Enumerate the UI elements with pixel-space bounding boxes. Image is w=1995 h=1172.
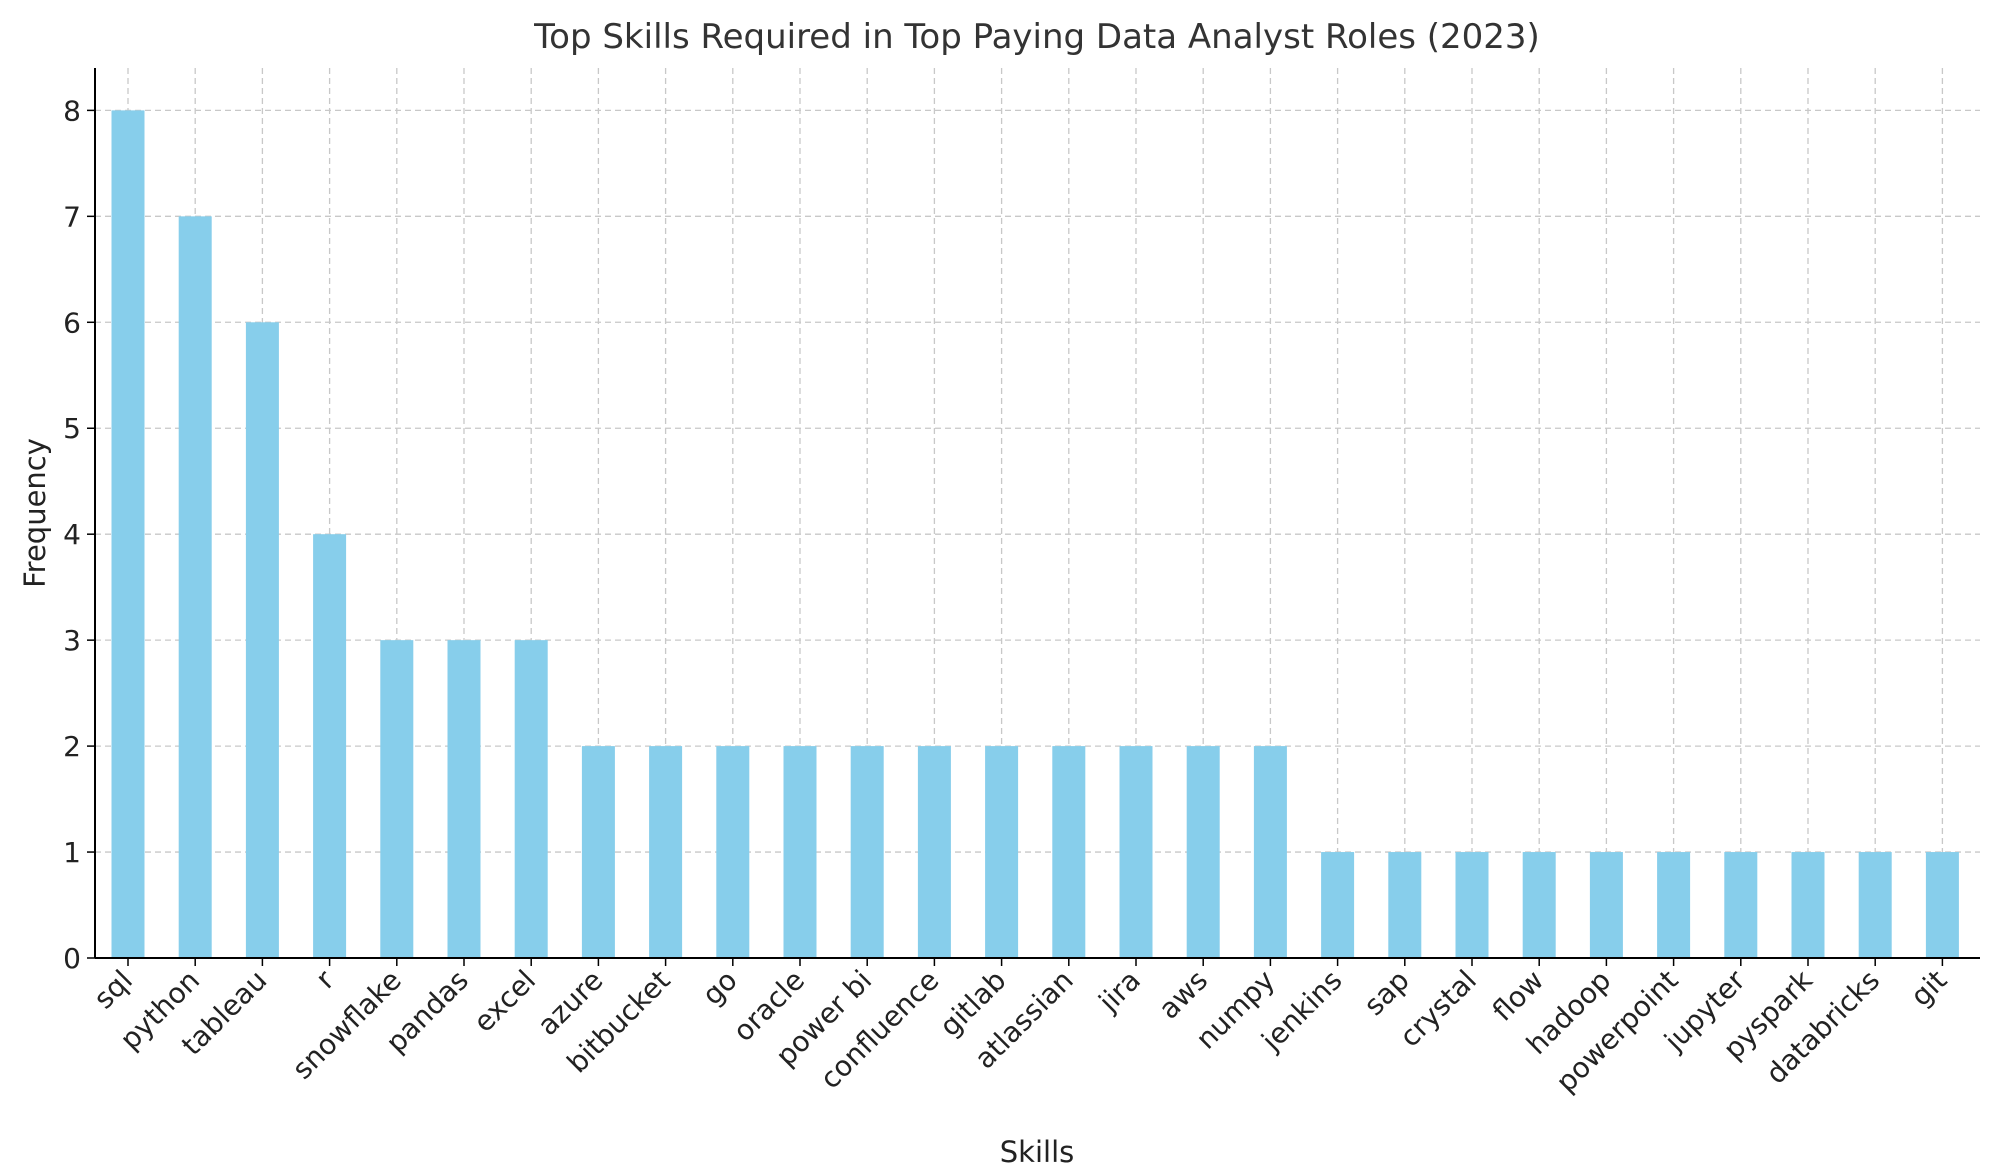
x-axis-label: Skills <box>1000 1135 1074 1169</box>
x-tick-label: sap <box>1357 964 1415 1022</box>
y-tick-label: 4 <box>63 518 81 551</box>
y-tick-label: 1 <box>63 836 81 869</box>
bar-gitlab <box>985 746 1019 958</box>
bar-sql <box>111 110 145 958</box>
bar-powerpoint <box>1657 852 1691 958</box>
y-tick-label: 0 <box>63 942 81 975</box>
x-tick-label: git <box>1904 964 1953 1013</box>
bar-sap <box>1388 852 1422 958</box>
x-tick-label: r <box>309 963 341 995</box>
bar-jenkins <box>1321 852 1355 958</box>
bar-excel <box>514 640 548 958</box>
bar-jupyter <box>1724 852 1758 958</box>
grid-lines <box>95 68 1980 958</box>
bar-numpy <box>1253 746 1287 958</box>
chart-title: Top Skills Required in Top Paying Data A… <box>533 17 1540 57</box>
bar-flow <box>1522 852 1556 958</box>
x-tick-label: sql <box>87 964 139 1016</box>
bar-python <box>178 216 212 959</box>
y-tick-label: 6 <box>63 306 81 339</box>
bar-bitbucket <box>649 746 683 958</box>
bars <box>111 110 1959 959</box>
y-tick-label: 2 <box>63 730 81 763</box>
bar-tableau <box>245 322 279 958</box>
axes <box>94 68 1980 959</box>
bar-azure <box>581 746 615 958</box>
y-tick-label: 8 <box>63 94 81 127</box>
bar-power-bi <box>850 746 884 958</box>
bar-hadoop <box>1589 852 1623 958</box>
bar-git <box>1925 852 1959 958</box>
bar-jira <box>1119 746 1153 958</box>
x-tick-label: go <box>696 964 744 1012</box>
bar-databricks <box>1858 852 1892 958</box>
bar-r <box>313 534 347 958</box>
x-tick-label: excel <box>467 964 542 1039</box>
y-tick-label: 5 <box>63 412 81 445</box>
bar-pandas <box>447 640 481 958</box>
x-tick-label: jira <box>1092 964 1147 1019</box>
y-axis-label: Frequency <box>18 438 52 588</box>
y-tick-label: 3 <box>63 624 81 657</box>
y-tick-labels: 0 1 2 3 4 5 6 7 8 <box>63 94 95 975</box>
y-tick-label: 7 <box>63 200 81 233</box>
x-tick-label: crystal <box>1393 964 1483 1054</box>
bar-aws <box>1186 746 1220 958</box>
bar-oracle <box>783 746 817 958</box>
bar-pyspark <box>1791 852 1825 958</box>
bar-confluence <box>917 746 951 958</box>
bar-go <box>716 746 750 958</box>
bar-snowflake <box>380 640 414 958</box>
bar-crystal <box>1455 852 1489 958</box>
bar-atlassian <box>1052 746 1086 958</box>
